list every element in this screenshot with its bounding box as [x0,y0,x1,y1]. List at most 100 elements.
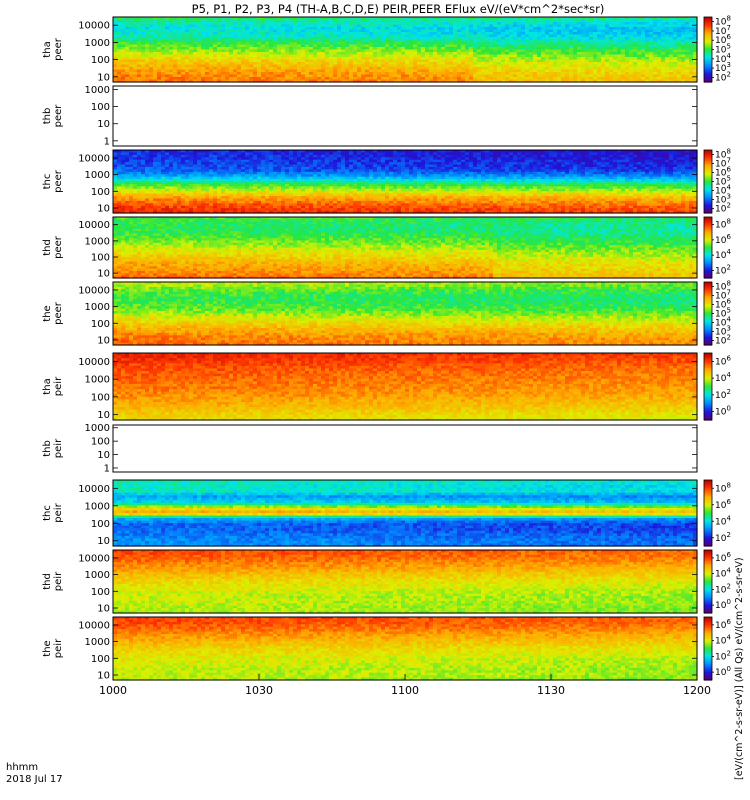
panel-label-thc_peer: thcpeer [42,169,64,193]
y-tick-label: 1000 [85,302,110,313]
heatmap-thc_peir [113,480,698,547]
colorbar-tick-label: 102 [715,263,731,276]
panel-label-the_peir: thepeir [42,638,64,658]
y-tick-label: 10000 [78,220,110,231]
y-tick-label: 100 [91,102,110,113]
y-tick-label: 10000 [78,153,110,164]
heatmap-tha_peir [113,353,698,421]
y-tick-label: 10000 [78,553,110,564]
x-tick-label: 1200 [683,684,711,697]
y-tick-label: 1 [104,463,110,474]
colorbar-tick-label: 104 [715,371,731,384]
colorbar-tick-label: 104 [715,248,731,261]
y-tick-label: 10000 [78,620,110,631]
colorbar-thd_peer: 102 104 106 108 [704,217,731,279]
panel-thb_peir: 1 10 100 1000 thbpeir [42,423,697,474]
y-tick-label: 100 [91,319,110,330]
y-tick-label: 1000 [85,375,110,386]
y-tick-label: 100 [91,187,110,198]
y-tick-label: 1000 [85,38,110,49]
colorbar-tick-label: 104 [715,514,731,527]
y-tick-label: 10 [97,119,110,130]
y-tick-label: 10 [97,670,110,681]
figure-title: P5, P1, P2, P3, P4 (TH-A,B,C,D,E) PEIR,P… [192,2,605,16]
heatmap-thc_peer [113,150,698,214]
panel-label-thd_peir: thdpeir [42,571,64,591]
colorbar-tick-label: 106 [715,498,731,511]
y-tick-label: 100 [91,55,110,66]
colorbar-tha_peir: 100 102 104 106 [704,353,731,421]
y-tick-label: 10 [97,450,110,461]
heatmap-the_peir [113,617,698,681]
y-tick-label: 1000 [85,170,110,181]
colorbar-tick-label: 106 [715,618,731,631]
y-tick-label: 100 [91,519,110,530]
heatmap-thd_peir [113,550,698,614]
y-tick-label: 1000 [85,501,110,512]
colorbar-tick-label: 104 [715,567,731,580]
y-tick-label: 100 [91,252,110,263]
panel-the_peir: 100 102 104 106 10 100 1000 10000 thepeir [42,617,731,681]
panel-thb_peer: 1 10 100 1000 thbpeer [42,85,697,147]
y-tick-label: 1 [104,136,110,147]
y-tick-label: 100 [91,437,110,448]
colorbar-tick-label: 102 [715,388,731,401]
panel-label-the_peer: thepeer [42,301,64,325]
colorbar-tick-label: 108 [715,218,731,231]
panel-frame [113,86,697,146]
y-tick-label: 10 [97,603,110,614]
y-tick-label: 10000 [78,21,110,32]
y-tick-label: 10 [97,72,110,83]
colorbar-tick-label: 102 [715,531,731,544]
colorbar-tick-label: 100 [715,405,731,418]
y-tick-label: 100 [91,654,110,665]
heatmap-tha_peer [113,17,698,83]
colorbar-thc_peir: 102 104 106 108 [704,480,731,547]
colorbar-the_peir: 100 102 104 106 [704,617,731,681]
y-tick-label: 1000 [85,570,110,581]
colorbar-tick-label: 106 [715,233,731,246]
panel-frame [113,425,697,472]
colorbar-tick-label: 106 [715,354,731,367]
panel-label-thc_peir: thcpeir [42,502,64,522]
y-tick-label: 100 [91,392,110,403]
panel-label-thb_peer: thbpeer [42,104,64,128]
colorbar-tick-label: 106 [715,551,731,564]
x-tick-label: 1000 [99,684,127,697]
y-tick-label: 10 [97,536,110,547]
x-tick-label: 1030 [245,684,273,697]
x-tick-label: 1100 [391,684,419,697]
y-tick-label: 10000 [78,484,110,495]
y-tick-label: 10000 [78,357,110,368]
colorbar-axis-label: [eV/(cm^2-s-sr-eV)] (All Qs) eV/(cm^2-s-… [734,557,745,780]
colorbar-tick-label: 100 [715,665,731,678]
panel-label-tha_peer: thapeer [42,37,64,61]
y-tick-label: 10 [97,269,110,280]
panel-label-tha_peir: thapeir [42,376,64,396]
y-tick-label: 10000 [78,285,110,296]
colorbar-tick-label: 104 [715,634,731,647]
panel-thc_peir: 102 104 106 108 10 100 1000 10000 thcpeir [42,480,731,547]
panel-label-thd_peer: thdpeer [42,235,64,259]
panel-tha_peer: 10210310410510610710810100100010000thape… [42,15,731,84]
time-axis-corner-label-date: 2018 Jul 17 [6,774,63,785]
y-tick-label: 1000 [85,423,110,434]
y-tick-label: 10 [97,203,110,214]
y-tick-label: 1000 [85,85,110,96]
time-axis-corner-label-hhmm: hhmm [6,762,38,773]
colorbar-tick-label: 108 [715,481,731,494]
y-tick-label: 1000 [85,637,110,648]
y-tick-label: 10 [97,335,110,346]
heatmap-the_peer [113,282,698,346]
colorbar-tick-label: 102 [715,649,731,662]
panel-label-thb_peir: thbpeir [42,438,64,458]
heatmap-thd_peer [113,217,698,279]
